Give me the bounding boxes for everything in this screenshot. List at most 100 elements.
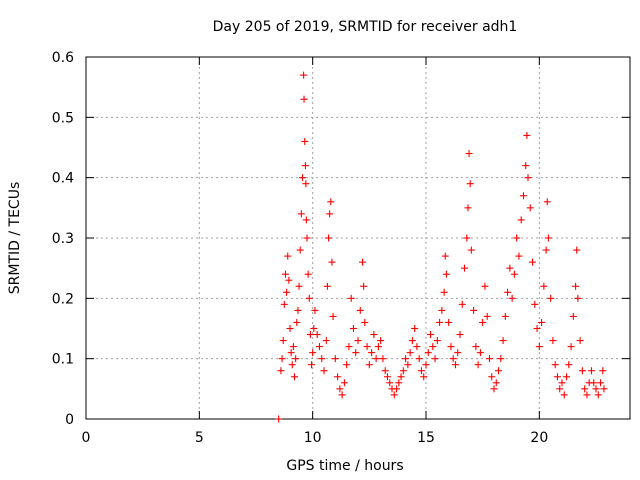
- data-point: [576, 337, 584, 345]
- data-point: [535, 343, 543, 351]
- data-point: [556, 385, 564, 393]
- data-point: [383, 373, 391, 381]
- data-point: [522, 162, 530, 170]
- data-point: [567, 343, 575, 351]
- data-point: [413, 343, 421, 351]
- data-point: [476, 349, 484, 357]
- data-point: [306, 331, 314, 339]
- y-tick-label: 0.5: [52, 110, 74, 126]
- x-tick-label: 20: [530, 430, 548, 446]
- data-point: [592, 385, 600, 393]
- data-point: [415, 355, 423, 363]
- data-point: [504, 288, 512, 296]
- data-point: [295, 282, 303, 290]
- data-point: [288, 361, 296, 369]
- data-point: [298, 174, 306, 182]
- data-point: [483, 312, 491, 320]
- data-point: [526, 204, 534, 212]
- data-point: [300, 71, 308, 79]
- data-point: [347, 294, 355, 302]
- data-point: [440, 288, 448, 296]
- data-point: [381, 367, 389, 375]
- data-point: [352, 349, 360, 357]
- data-point: [543, 198, 551, 206]
- data-point: [354, 337, 362, 345]
- data-point: [594, 391, 602, 399]
- data-point: [287, 349, 295, 357]
- data-point: [572, 282, 580, 290]
- data-point: [326, 210, 334, 218]
- data-point: [310, 325, 318, 332]
- data-point: [279, 337, 287, 345]
- x-tick-label: 5: [195, 430, 204, 446]
- data-point: [497, 355, 505, 363]
- data-point: [365, 361, 373, 369]
- data-point: [463, 234, 471, 242]
- data-point: [402, 355, 410, 363]
- data-point: [343, 361, 351, 369]
- data-point: [336, 385, 344, 393]
- y-tick-label: 0.4: [52, 171, 74, 187]
- data-point: [472, 343, 480, 351]
- data-point: [519, 192, 527, 200]
- data-point: [297, 210, 305, 218]
- data-point: [578, 367, 586, 375]
- data-point: [328, 258, 336, 266]
- data-point: [515, 252, 523, 260]
- data-point: [544, 234, 552, 242]
- data-point: [441, 252, 449, 260]
- data-point: [533, 325, 541, 332]
- data-point: [361, 318, 369, 326]
- data-point: [524, 174, 532, 182]
- data-point: [411, 325, 419, 332]
- data-point: [275, 415, 283, 423]
- data-point: [574, 294, 582, 302]
- data-point: [379, 355, 387, 363]
- chart-title: Day 205 of 2019, SRMTID for receiver adh…: [213, 19, 518, 35]
- data-point: [338, 391, 346, 399]
- x-tick-label: 0: [82, 430, 91, 446]
- data-point: [285, 276, 293, 284]
- data-point: [293, 318, 301, 326]
- data-point: [345, 343, 353, 351]
- data-point: [349, 325, 357, 332]
- data-point: [315, 343, 323, 351]
- data-point: [309, 349, 317, 357]
- data-point: [296, 246, 304, 254]
- data-point: [390, 391, 398, 399]
- data-point: [467, 246, 475, 254]
- y-tick-label: 0.2: [52, 291, 74, 307]
- data-point: [427, 331, 435, 339]
- data-point: [474, 361, 482, 369]
- data-point: [406, 349, 414, 357]
- data-point: [300, 95, 308, 103]
- data-point: [329, 312, 337, 320]
- data-point: [327, 198, 335, 206]
- data-point: [547, 294, 555, 302]
- data-point: [422, 361, 430, 369]
- data-point: [466, 180, 474, 188]
- data-point: [304, 270, 312, 278]
- data-point: [513, 234, 521, 242]
- data-point: [538, 318, 546, 326]
- data-point: [404, 361, 412, 369]
- data-point: [485, 355, 493, 363]
- data-point: [291, 373, 299, 381]
- data-point: [590, 379, 598, 387]
- data-point: [399, 367, 407, 375]
- data-point: [368, 349, 376, 357]
- data-point: [301, 137, 309, 145]
- data-point: [386, 379, 394, 387]
- data-point: [510, 270, 518, 278]
- data-point: [517, 216, 525, 224]
- data-point: [442, 270, 450, 278]
- data-point: [311, 306, 319, 314]
- data-point: [581, 385, 589, 393]
- data-point: [479, 318, 487, 326]
- data-point: [447, 343, 455, 351]
- data-point: [308, 361, 316, 369]
- data-point: [305, 294, 313, 302]
- data-point: [420, 373, 428, 381]
- data-point: [542, 246, 550, 254]
- data-point: [302, 180, 310, 188]
